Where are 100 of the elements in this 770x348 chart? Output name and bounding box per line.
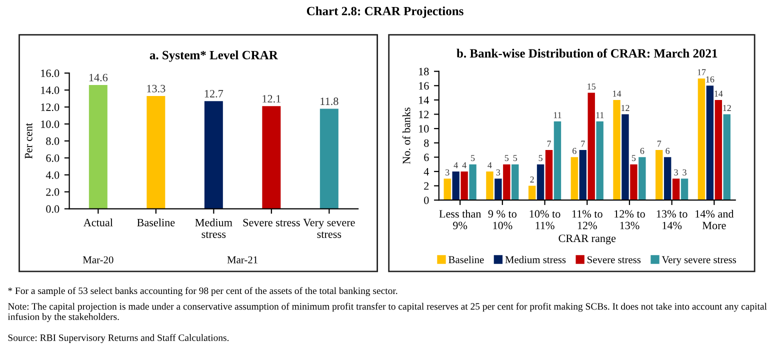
data-label: 2 xyxy=(530,176,534,182)
data-label: 16 xyxy=(706,76,714,82)
data-label: 7 xyxy=(581,140,585,147)
data-label: 11.8 xyxy=(320,98,338,106)
legend-label: Very severe stress xyxy=(662,256,736,266)
bar xyxy=(545,150,553,200)
bar xyxy=(494,178,502,200)
data-label: 12 xyxy=(723,104,731,111)
x-tick-label: Severe stress xyxy=(243,218,300,226)
y-tick-label: 18 xyxy=(419,68,429,76)
y-tick-label: 2 xyxy=(424,182,429,190)
y-tick-label: 16.0 xyxy=(41,70,60,78)
caption: Chart 2.8: CRAR Projections xyxy=(306,6,464,18)
bar xyxy=(452,171,460,200)
x-tick-label: Medium stress xyxy=(195,218,232,238)
y-tick-label: 0 xyxy=(424,196,429,204)
bar xyxy=(664,157,672,200)
data-label: 5 xyxy=(471,155,475,162)
data-label: 7 xyxy=(547,140,552,147)
legend-label: Severe stress xyxy=(588,256,641,264)
data-label: 15 xyxy=(588,84,596,90)
y-tick-label: 4.0 xyxy=(46,171,60,179)
y-tick-label: 6.0 xyxy=(46,154,60,162)
bar xyxy=(630,164,638,200)
source-note: Source: RBI Supervisory Returns and Staff Calculations. xyxy=(8,334,229,344)
y-tick-label: 10.0 xyxy=(41,120,60,128)
data-label: 5 xyxy=(504,155,509,162)
data-label: 3 xyxy=(496,169,500,176)
data-label: 4 xyxy=(488,162,492,168)
data-label: 11 xyxy=(554,112,562,118)
bar xyxy=(706,86,714,200)
bar xyxy=(596,121,604,200)
x-axis-title: CRAR range xyxy=(558,234,616,244)
data-label: 14 xyxy=(714,90,723,97)
data-label: 14 xyxy=(613,90,622,97)
bar xyxy=(503,164,510,200)
bar xyxy=(469,164,476,200)
y-axis-title: Per cent xyxy=(24,122,32,159)
data-label: 4 xyxy=(454,162,458,168)
bar xyxy=(588,92,595,200)
x-tick-label: Baseline xyxy=(137,218,175,226)
x-tick-label: 13% to 14% xyxy=(656,210,688,230)
text: * For a sample of 53 select banks accounting for 98 per cent of the assets of the total banking sector. xyxy=(8,287,398,296)
bar xyxy=(714,100,722,200)
y-tick-label: 4 xyxy=(424,168,430,176)
data-label: 6 xyxy=(572,148,576,154)
bar xyxy=(680,178,688,200)
bar xyxy=(622,114,629,200)
x-tick-label: 14% and More xyxy=(696,210,734,230)
y-tick-label: 10 xyxy=(419,125,429,133)
bar xyxy=(512,164,519,200)
x-tick-label: 11% to 12% xyxy=(572,210,602,230)
data-label: 5 xyxy=(632,155,636,162)
data-label: 12.7 xyxy=(204,90,224,98)
bar xyxy=(656,150,663,200)
bar xyxy=(528,186,536,200)
chart-title: b. Bank-wise Distribution of CRAR: March 2021 xyxy=(456,48,718,58)
y-tick-label: 12.0 xyxy=(41,103,60,112)
y-tick-label: 8 xyxy=(424,139,429,147)
x-tick-label: 12% to 13% xyxy=(614,210,645,230)
bar xyxy=(723,114,730,200)
data-label: 6 xyxy=(666,148,670,154)
bar xyxy=(554,121,562,200)
y-tick-label: 2.0 xyxy=(46,188,60,196)
bar xyxy=(698,78,706,200)
x-tick-label: Very severe stress xyxy=(303,218,355,238)
legend-label: Medium stress xyxy=(505,256,566,264)
y-tick-label: 14 xyxy=(419,96,430,104)
data-label: 14.6 xyxy=(89,74,108,82)
bar xyxy=(672,178,680,200)
bar xyxy=(638,157,646,200)
bar xyxy=(486,171,494,200)
data-label: 11 xyxy=(596,112,604,118)
y-tick-label: 8.0 xyxy=(46,137,60,145)
data-label: 3 xyxy=(446,169,450,176)
x-tick-label: Actual xyxy=(83,218,113,226)
bar xyxy=(536,164,544,200)
bar xyxy=(570,157,578,200)
data-label: 4 xyxy=(462,162,466,168)
bar xyxy=(579,150,586,200)
y-tick-label: 6 xyxy=(424,154,429,162)
bar xyxy=(613,100,620,200)
y-axis-title: No. of banks xyxy=(402,108,410,164)
x-tick-label: 9 % to 10% xyxy=(488,210,517,230)
y-tick-label: 16 xyxy=(419,82,429,90)
data-label: 7 xyxy=(657,140,662,147)
data-label: 12 xyxy=(622,104,630,111)
chart-title: a. System* Level CRAR xyxy=(150,50,278,62)
y-tick-label: 0.0 xyxy=(46,205,60,213)
data-label: 17 xyxy=(698,69,706,76)
data-label: 6 xyxy=(640,148,644,154)
legend-label: Baseline xyxy=(448,256,484,264)
data-label: 3 xyxy=(674,169,678,176)
text: Mar-21 xyxy=(227,256,258,264)
bar xyxy=(460,171,468,200)
y-tick-label: 14.0 xyxy=(41,86,60,94)
data-label: 12.1 xyxy=(262,95,280,103)
data-label: 13.3 xyxy=(147,84,166,92)
x-tick-label: 10% to 11% xyxy=(530,210,560,230)
text: Mar-20 xyxy=(82,256,114,264)
